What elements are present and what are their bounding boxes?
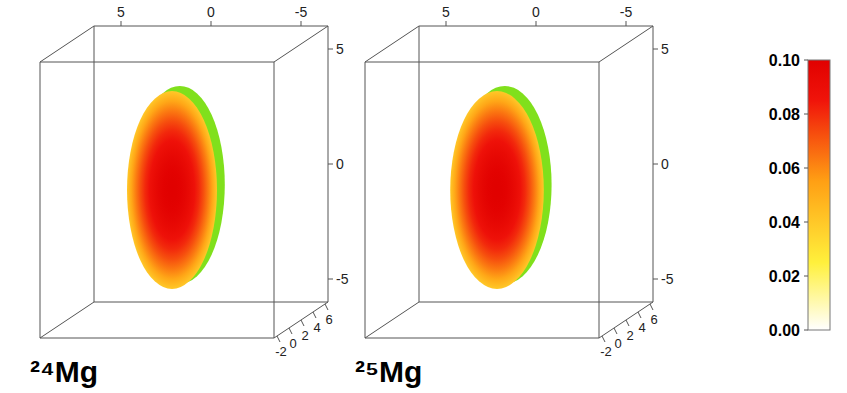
- colorbar-tick: [804, 114, 808, 115]
- x-tick: [211, 21, 212, 26]
- panel: 50-550-5-20246²⁴Mg: [30, 4, 349, 388]
- y-tick-label: 4: [313, 320, 320, 335]
- x-tick: [446, 21, 447, 26]
- colorbar-tick-label: 0.06: [769, 160, 800, 177]
- y-tick: [626, 320, 629, 326]
- y-tick-label: 0: [614, 336, 621, 351]
- x-tick-label: 0: [207, 4, 215, 20]
- colorbar-tick: [804, 276, 808, 277]
- y-tick: [614, 328, 617, 334]
- y-tick: [313, 312, 316, 318]
- y-tick: [325, 304, 328, 310]
- box-edge: [365, 302, 419, 338]
- box-edge: [599, 62, 600, 338]
- colorbar: 0.00 0.02 0.04 0.06 0.08 0.10: [769, 52, 830, 339]
- box-edge: [419, 302, 653, 303]
- z-tick: [328, 164, 333, 165]
- colorbar-tick-label: 0.08: [769, 106, 800, 123]
- figure: 50-550-5-20246²⁴Mg50-550-5-20246²⁵Mg0.00…: [0, 0, 847, 393]
- box-edge: [274, 62, 275, 338]
- colorbar-tick-label: 0.04: [769, 214, 800, 231]
- z-tick: [328, 279, 333, 280]
- z-tick-label: -5: [336, 271, 349, 287]
- density-surface: [450, 91, 544, 289]
- colorbar-tick: [804, 168, 808, 169]
- box-edge: [599, 26, 653, 62]
- y-tick-label: 6: [325, 312, 332, 327]
- colorbar-tick: [804, 330, 808, 331]
- z-tick: [328, 49, 333, 50]
- panel-title: ²⁵Mg: [355, 355, 422, 388]
- x-tick-label: 5: [117, 4, 125, 20]
- y-tick-label: -2: [275, 344, 287, 359]
- y-tick-label: 2: [626, 328, 633, 343]
- y-tick: [289, 328, 292, 334]
- x-tick: [121, 21, 122, 26]
- box-edge: [365, 338, 599, 339]
- z-tick: [653, 279, 658, 280]
- x-tick-label: 0: [532, 4, 540, 20]
- box-edge: [274, 26, 328, 62]
- y-tick: [602, 336, 605, 342]
- y-tick-label: 2: [301, 328, 308, 343]
- y-tick: [650, 304, 653, 310]
- x-tick: [626, 21, 627, 26]
- x-tick-label: -5: [620, 4, 633, 20]
- box-edge: [365, 26, 419, 62]
- panel-title: ²⁴Mg: [30, 355, 98, 388]
- box-edge: [40, 62, 274, 63]
- colorbar-scale: [808, 60, 830, 330]
- box-edge: [419, 26, 420, 302]
- colorbar-tick-label: 0.10: [769, 52, 800, 69]
- box-edge: [40, 338, 274, 339]
- y-tick-label: 4: [638, 320, 645, 335]
- z-tick-label: 0: [661, 156, 669, 172]
- y-tick-label: 6: [650, 312, 657, 327]
- x-tick: [301, 21, 302, 26]
- box-edge: [365, 62, 599, 63]
- z-tick-label: 0: [336, 156, 344, 172]
- y-tick-label: -2: [600, 344, 612, 359]
- box-edge: [40, 302, 94, 338]
- box-edge: [365, 62, 366, 338]
- colorbar-tick-label: 0.02: [769, 268, 800, 285]
- x-tick-label: 5: [442, 4, 450, 20]
- box-edge: [40, 62, 41, 338]
- z-tick-label: -5: [661, 271, 674, 287]
- colorbar-tick-label: 0.00: [769, 322, 800, 339]
- y-tick: [638, 312, 641, 318]
- colorbar-tick: [804, 60, 808, 61]
- y-tick-label: 0: [289, 336, 296, 351]
- y-tick: [301, 320, 304, 326]
- z-tick-label: 5: [336, 41, 344, 57]
- x-tick-label: -5: [295, 4, 308, 20]
- y-tick: [277, 336, 280, 342]
- x-tick: [536, 21, 537, 26]
- colorbar-tick: [804, 222, 808, 223]
- box-edge: [40, 26, 94, 62]
- box-edge: [94, 26, 95, 302]
- panel: 50-550-5-20246²⁵Mg: [355, 4, 674, 388]
- density-surface: [127, 91, 217, 289]
- z-tick: [653, 164, 658, 165]
- box-edge: [94, 302, 328, 303]
- z-tick: [653, 49, 658, 50]
- z-tick-label: 5: [661, 41, 669, 57]
